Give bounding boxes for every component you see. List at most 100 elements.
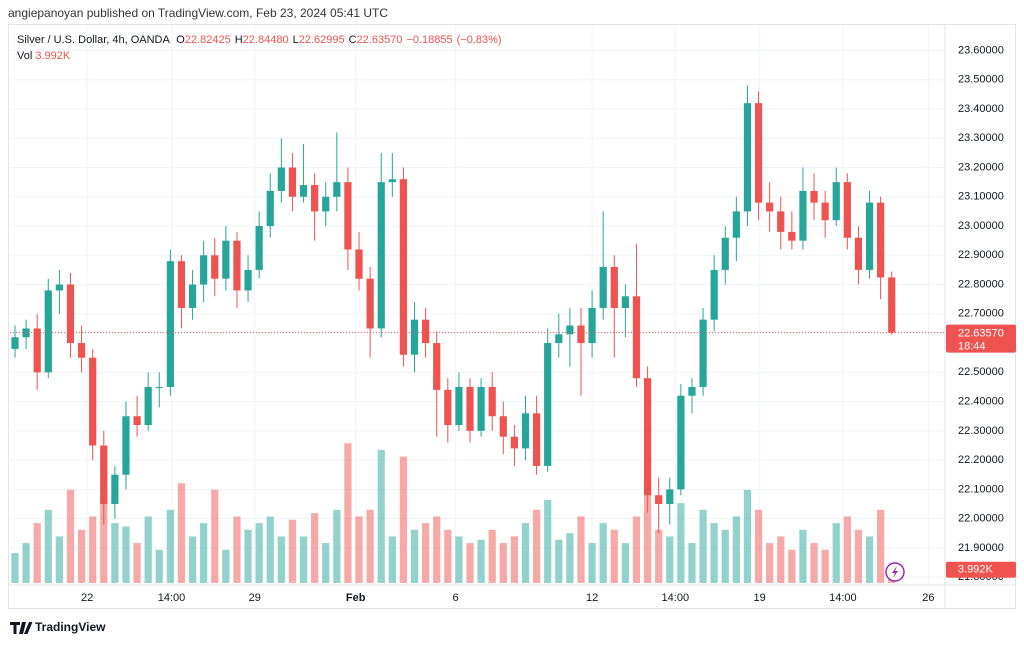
volume-bar [599, 523, 607, 583]
candle-body [77, 343, 86, 358]
candle-body [100, 445, 108, 504]
candle-body [544, 343, 552, 466]
volume-bar [444, 529, 452, 583]
candle-body [44, 290, 52, 373]
alert-bolt[interactable] [892, 566, 898, 578]
volume-bar [333, 509, 341, 583]
y-tick-label: 23.00000 [958, 220, 1004, 232]
volume-bar [233, 516, 241, 583]
volume-bar [322, 543, 330, 583]
volume-bar [643, 483, 652, 583]
x-tick-label: 14:00 [158, 592, 186, 604]
candle-body [821, 202, 829, 221]
candle-body [510, 436, 519, 449]
volume-bar [777, 536, 785, 583]
volume-bar [732, 516, 740, 583]
candle-body [233, 240, 241, 291]
volume-bar [299, 536, 308, 583]
volume-bar [621, 543, 629, 583]
volume-bar [244, 529, 252, 583]
volume-bar [422, 523, 430, 583]
candle-body [499, 416, 507, 437]
volume-bar [188, 536, 197, 583]
candle-body [577, 325, 585, 344]
volume-bar [477, 539, 485, 583]
y-tick-label: 22.80000 [958, 278, 1004, 290]
volume-bar [100, 496, 108, 583]
volume-bar [843, 516, 851, 583]
volume-bar [588, 543, 596, 583]
candle-body [865, 202, 874, 270]
volume-bar [721, 529, 729, 583]
candle-body [710, 269, 718, 320]
candle-body [488, 386, 496, 417]
x-tick-label: 29 [249, 592, 261, 604]
candle-body [621, 296, 629, 308]
candle-body [444, 389, 452, 425]
change-percent: (−0.83%) [457, 34, 502, 46]
volume-bar [144, 516, 152, 583]
volume-bar [455, 536, 463, 583]
candle-body [211, 255, 219, 279]
volume-bar [532, 509, 541, 583]
footer: TradingView [35, 620, 106, 634]
candle-body [388, 179, 396, 183]
y-tick-label: 23.50000 [958, 74, 1004, 86]
candle-body [155, 386, 163, 388]
candle-body [799, 190, 807, 241]
volume-bar [44, 509, 52, 583]
volume-bar [854, 529, 863, 583]
volume-bar [211, 489, 219, 583]
candle-body [521, 413, 530, 449]
y-tick-label: 22.40000 [958, 395, 1004, 407]
volume-bar [832, 523, 840, 583]
y-tick-label: 22.90000 [958, 249, 1004, 261]
volume-bar [799, 529, 807, 583]
candle-body [655, 495, 663, 504]
candle-body [166, 261, 174, 387]
candle-body [477, 386, 485, 431]
candle-body [610, 267, 618, 308]
volume-bar [499, 543, 507, 583]
volume-tag-label: 3.992K [958, 564, 994, 576]
volume-bar [311, 513, 319, 583]
volume-bar [89, 516, 97, 583]
y-tick-label: 22.20000 [958, 454, 1004, 466]
volume-bar [22, 543, 30, 583]
volume-bar [133, 543, 141, 583]
volume-bar [766, 543, 774, 583]
ohlc-name: C [349, 34, 357, 46]
ohlc-value: 22.82425 [185, 34, 231, 46]
candle-body [788, 231, 796, 241]
volume-bar [433, 516, 441, 583]
candle-body [288, 167, 297, 197]
x-tick-label: 14:00 [829, 592, 857, 604]
candle-body [688, 386, 696, 396]
candle-body [111, 474, 119, 504]
candle-body [666, 489, 674, 504]
volume-bar [610, 529, 618, 583]
x-tick-label: Feb [346, 592, 366, 604]
volume-bar [677, 503, 685, 583]
volume-bar [366, 509, 374, 583]
volume-bar [388, 536, 396, 583]
volume-bar [266, 516, 274, 583]
volume-bar [11, 553, 19, 583]
candle-body [588, 307, 596, 344]
candle-body [699, 319, 707, 387]
candle-body [832, 182, 840, 221]
alert-icon[interactable] [885, 562, 905, 582]
volume-bar [344, 443, 352, 583]
candle-body [377, 182, 385, 329]
volume-bar [666, 536, 674, 583]
volume-bar [55, 536, 63, 583]
candle-body [311, 185, 319, 212]
candle-body [188, 284, 197, 308]
volume-bar [521, 523, 530, 583]
candle-body [455, 386, 463, 425]
grid [10, 25, 945, 585]
x-tick-label: 26 [922, 592, 934, 604]
countdown: 18:44 [958, 341, 986, 353]
volume-bar [577, 516, 585, 583]
